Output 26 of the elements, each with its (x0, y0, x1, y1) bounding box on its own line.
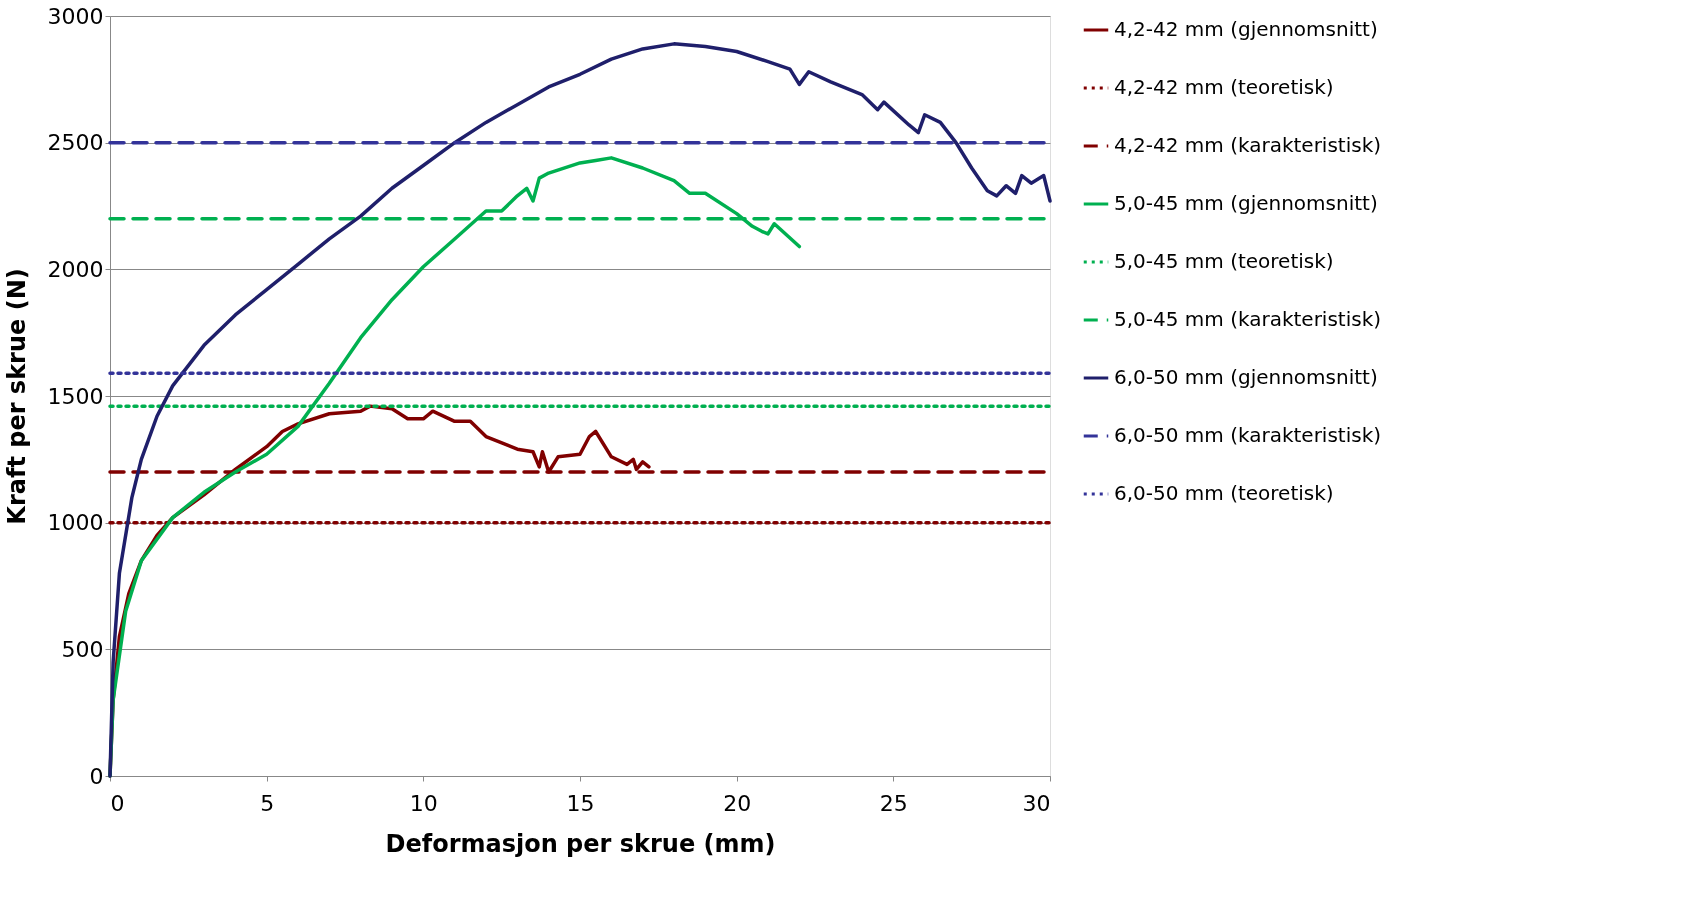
line-series (108, 42, 1052, 778)
x-tick-label: 10 (409, 790, 438, 816)
y-axis-title: Kraft per skrue (N) (2, 268, 31, 525)
x-tick-label: 5 (260, 790, 275, 816)
y-tick-label: 1500 (47, 383, 104, 409)
x-axis-title: Deformasjon per skrue (mm) (385, 829, 776, 858)
x-tick-label: 20 (723, 790, 752, 816)
y-tick-label: 0 (89, 763, 104, 789)
legend-label: 6,0-50 mm (karakteristisk) (1114, 423, 1382, 447)
legend-label: 6,0-50 mm (teoretisk) (1114, 481, 1334, 505)
legend-label: 6,0-50 mm (gjennomsnitt) (1114, 365, 1378, 389)
legend-label: 5,0-45 mm (gjennomsnitt) (1114, 191, 1378, 215)
y-tick-label: 500 (61, 636, 104, 662)
x-tick-label: 25 (879, 790, 908, 816)
legend-label: 4,2-42 mm (karakteristisk) (1114, 133, 1382, 157)
y-tick-label: 2500 (47, 130, 104, 156)
legend-label: 5,0-45 mm (teoretisk) (1114, 249, 1334, 273)
x-tick-label: 0 (110, 790, 125, 816)
y-tick-label: 1000 (47, 510, 104, 536)
y-tick-label: 2000 (47, 256, 104, 282)
x-tick-label: 15 (566, 790, 595, 816)
x-tick-label: 30 (1022, 790, 1051, 816)
legend-label: 5,0-45 mm (karakteristisk) (1114, 307, 1382, 331)
y-tick-label: 3000 (47, 3, 104, 29)
legend-label: 4,2-42 mm (teoretisk) (1114, 75, 1334, 99)
legend-label: 4,2-42 mm (gjennomsnitt) (1114, 17, 1378, 41)
